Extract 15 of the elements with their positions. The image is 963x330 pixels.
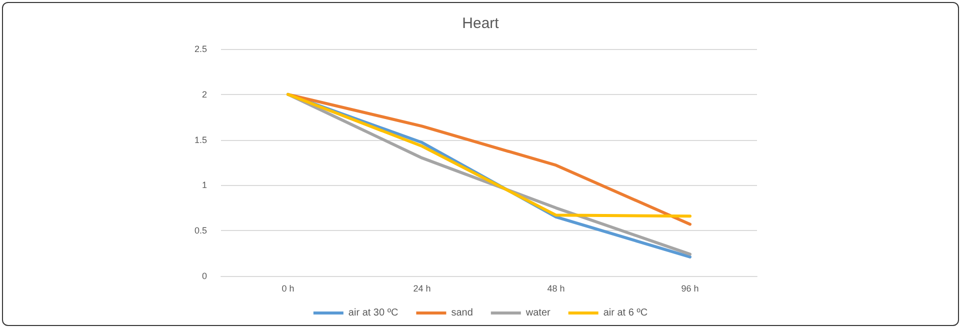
x-tick-label: 48 h [547, 284, 565, 294]
y-tick-label: 0.5 [194, 226, 207, 236]
y-tick-label: 0 [202, 271, 207, 281]
legend-label: sand [451, 308, 473, 318]
legend-label: air at 6 ºC [603, 308, 648, 318]
chart-title: Heart [462, 15, 500, 32]
y-tick-label: 2.5 [194, 44, 207, 54]
legend-label: water [524, 308, 552, 318]
y-tick-label: 1.5 [194, 134, 207, 145]
legend-label: air at 30 ºC [348, 308, 398, 318]
x-tick-label: 24 h [413, 284, 431, 294]
y-tick-label: 2 [202, 89, 207, 100]
x-tick-label: 0 h [282, 284, 294, 294]
x-tick-label: 96 h [681, 284, 699, 294]
y-tick-label: 1 [202, 180, 207, 190]
